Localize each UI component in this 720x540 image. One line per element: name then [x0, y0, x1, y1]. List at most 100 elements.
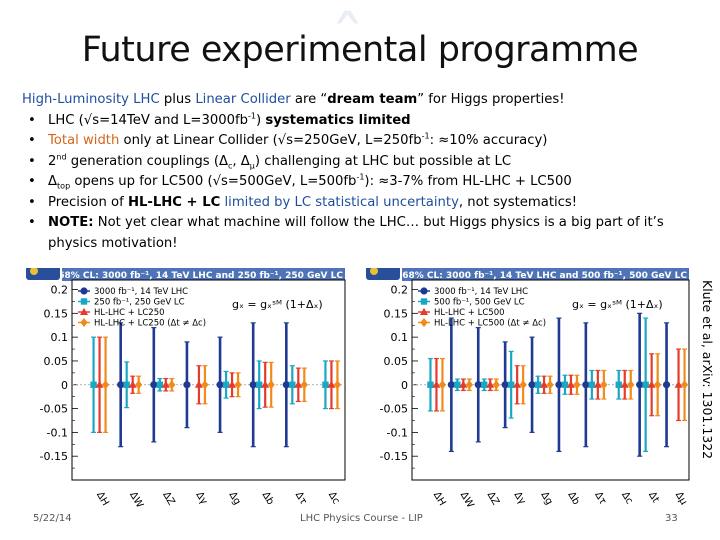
bullet-text: ) challenging at LHC but possible at LC — [254, 153, 512, 169]
central-marker — [662, 381, 671, 389]
plot1-point-2-0 — [432, 357, 441, 412]
plot0-point-0-1 — [117, 322, 125, 448]
plot1-point-2-2 — [486, 378, 495, 392]
central-marker — [249, 381, 257, 389]
central-marker — [156, 381, 164, 388]
plot1-category-label: ΔZ — [485, 490, 501, 507]
central-marker — [555, 381, 563, 389]
central-marker — [427, 381, 434, 388]
central-marker — [333, 380, 342, 390]
legend-label: 3000 fb⁻¹, 14 TeV LHC — [434, 287, 528, 297]
bullet-text: ): ≈3-7% from HL-LHC + LC500 — [364, 174, 572, 189]
plot1-point-0-9 — [662, 322, 671, 448]
plot1-point-1-7 — [615, 369, 622, 400]
bullet-highlight: limited by LC statistical uncertainty — [220, 194, 459, 210]
bullet-second-generation: 2nd generation couplings (Δc, Δμ) challe… — [22, 152, 702, 173]
footer-course: LHC Physics Course - LIP — [300, 513, 423, 524]
legend-marker — [80, 307, 88, 315]
plot1-category-label: ΔW — [458, 490, 476, 510]
plot0-ytick-label: 0.05 — [44, 355, 69, 368]
plot0-category-label: Δγ — [193, 490, 209, 507]
central-marker — [459, 380, 468, 388]
plot1-point-0-8 — [636, 312, 644, 457]
plot1-ytick-label: 0.05 — [384, 355, 409, 368]
plot0-point-0-6 — [282, 322, 290, 448]
plot0-point-3-6 — [300, 367, 308, 403]
lead-hl-lhc: High-Luminosity LHC — [22, 92, 160, 107]
plot1-ytick-label: 0.2 — [391, 284, 409, 297]
central-marker — [501, 381, 509, 389]
central-marker — [486, 380, 495, 388]
plot1-category-label: Δg — [538, 490, 554, 507]
plot1-formula: gₓ = gₓˢᴹ (1+Δₓ) — [572, 298, 663, 311]
central-marker — [620, 380, 629, 388]
bullet-text: 2 — [48, 153, 57, 169]
plot1-point-1-2 — [481, 378, 488, 392]
plot1-point-3-4 — [546, 375, 554, 394]
legend-label: 3000 fb⁻¹, 14 TeV LHC — [94, 287, 188, 297]
central-marker — [261, 380, 270, 388]
bullet-top: Δtop opens up for LC500 (√s=500GeV, L=50… — [22, 172, 702, 193]
plot0-formula: gₓ = gₓˢᴹ (1+Δₓ) — [232, 298, 323, 311]
side-reference: Klute et al, arXiv: 1301.1322 — [700, 280, 715, 459]
plot1-point-1-1 — [454, 378, 461, 392]
central-marker — [546, 380, 554, 390]
plot0-point-2-2 — [161, 377, 170, 392]
central-marker — [647, 380, 656, 388]
lead-dream-team: dream team — [327, 92, 418, 107]
legend-marker — [420, 298, 428, 305]
legend-label: HL-LHC + LC500 (Δt ≠ Δc) — [434, 319, 546, 329]
central-marker — [322, 381, 329, 388]
central-marker — [654, 380, 662, 390]
central-marker — [123, 381, 130, 388]
plot1-header-text: 68% CL: 3000 fb⁻¹, 14 TeV LHC and 500 fb… — [402, 271, 687, 281]
central-marker — [161, 380, 170, 388]
lead-linear-collider: Linear Collider — [195, 92, 291, 107]
bullet-text: LHC (√s=14TeV and L=3000fb — [48, 112, 249, 128]
legend-marker — [420, 287, 428, 295]
plot0-header-strip — [62, 268, 345, 281]
plot0-category-label: Δτ — [293, 490, 309, 507]
plot0-point-0-5 — [249, 322, 257, 448]
central-marker — [642, 381, 649, 388]
plot1-point-3-9 — [680, 348, 689, 422]
bullet-emphasis: systematics limited — [265, 112, 411, 128]
plot0-ytick-label: -0.1 — [47, 426, 68, 439]
central-marker — [561, 381, 569, 388]
bullet-text: Not yet clear what machine will follow t… — [48, 215, 664, 251]
plot0-header-text: 68% CL: 3000 fb⁻¹, 14 TeV LHC and 250 fb… — [58, 271, 343, 281]
plot0-category-label: Δg — [226, 490, 242, 507]
plot0-ytick-label: 0.1 — [51, 331, 69, 344]
bullet-emphasis: NOTE: — [48, 215, 94, 230]
plot0-point-3-1 — [135, 375, 143, 394]
background-watermark-glyph: ˆ — [330, 2, 365, 84]
legend-marker — [420, 318, 428, 327]
plot1-ytick-label: -0.05 — [380, 403, 408, 416]
plot1-point-3-2 — [492, 378, 500, 392]
plot0-ytick-label: 0.2 — [51, 284, 69, 297]
central-marker — [183, 381, 191, 389]
central-marker — [95, 380, 104, 388]
plot0-point-3-3 — [201, 365, 209, 405]
subscript: μ — [249, 161, 255, 171]
legend-label: HL-LHC + LC250 (Δt ≠ Δc) — [94, 319, 206, 329]
plot0-point-0-2 — [150, 327, 158, 443]
plot1-category-label: Δc — [619, 490, 635, 506]
plot0-logo-dot-icon — [30, 268, 38, 275]
plot1-ytick-label: 0.1 — [391, 331, 409, 344]
plot0-category-label: ΔH — [94, 490, 111, 508]
plot0-category-label: Δb — [260, 490, 276, 507]
plot1-point-0-4 — [528, 336, 536, 433]
bullet-list: LHC (√s=14TeV and L=3000fb-1) systematic… — [22, 111, 702, 255]
plot1-point-2-1 — [459, 378, 468, 392]
bullet-text: ) — [256, 112, 266, 128]
central-marker — [492, 380, 500, 390]
central-marker — [101, 380, 110, 390]
plot0-point-0-4 — [216, 336, 224, 433]
central-marker — [507, 381, 515, 388]
central-marker — [117, 381, 125, 389]
plot0-ytick-label: 0 — [61, 379, 68, 392]
plot0-point-2-6 — [294, 367, 303, 403]
central-marker — [228, 380, 237, 388]
